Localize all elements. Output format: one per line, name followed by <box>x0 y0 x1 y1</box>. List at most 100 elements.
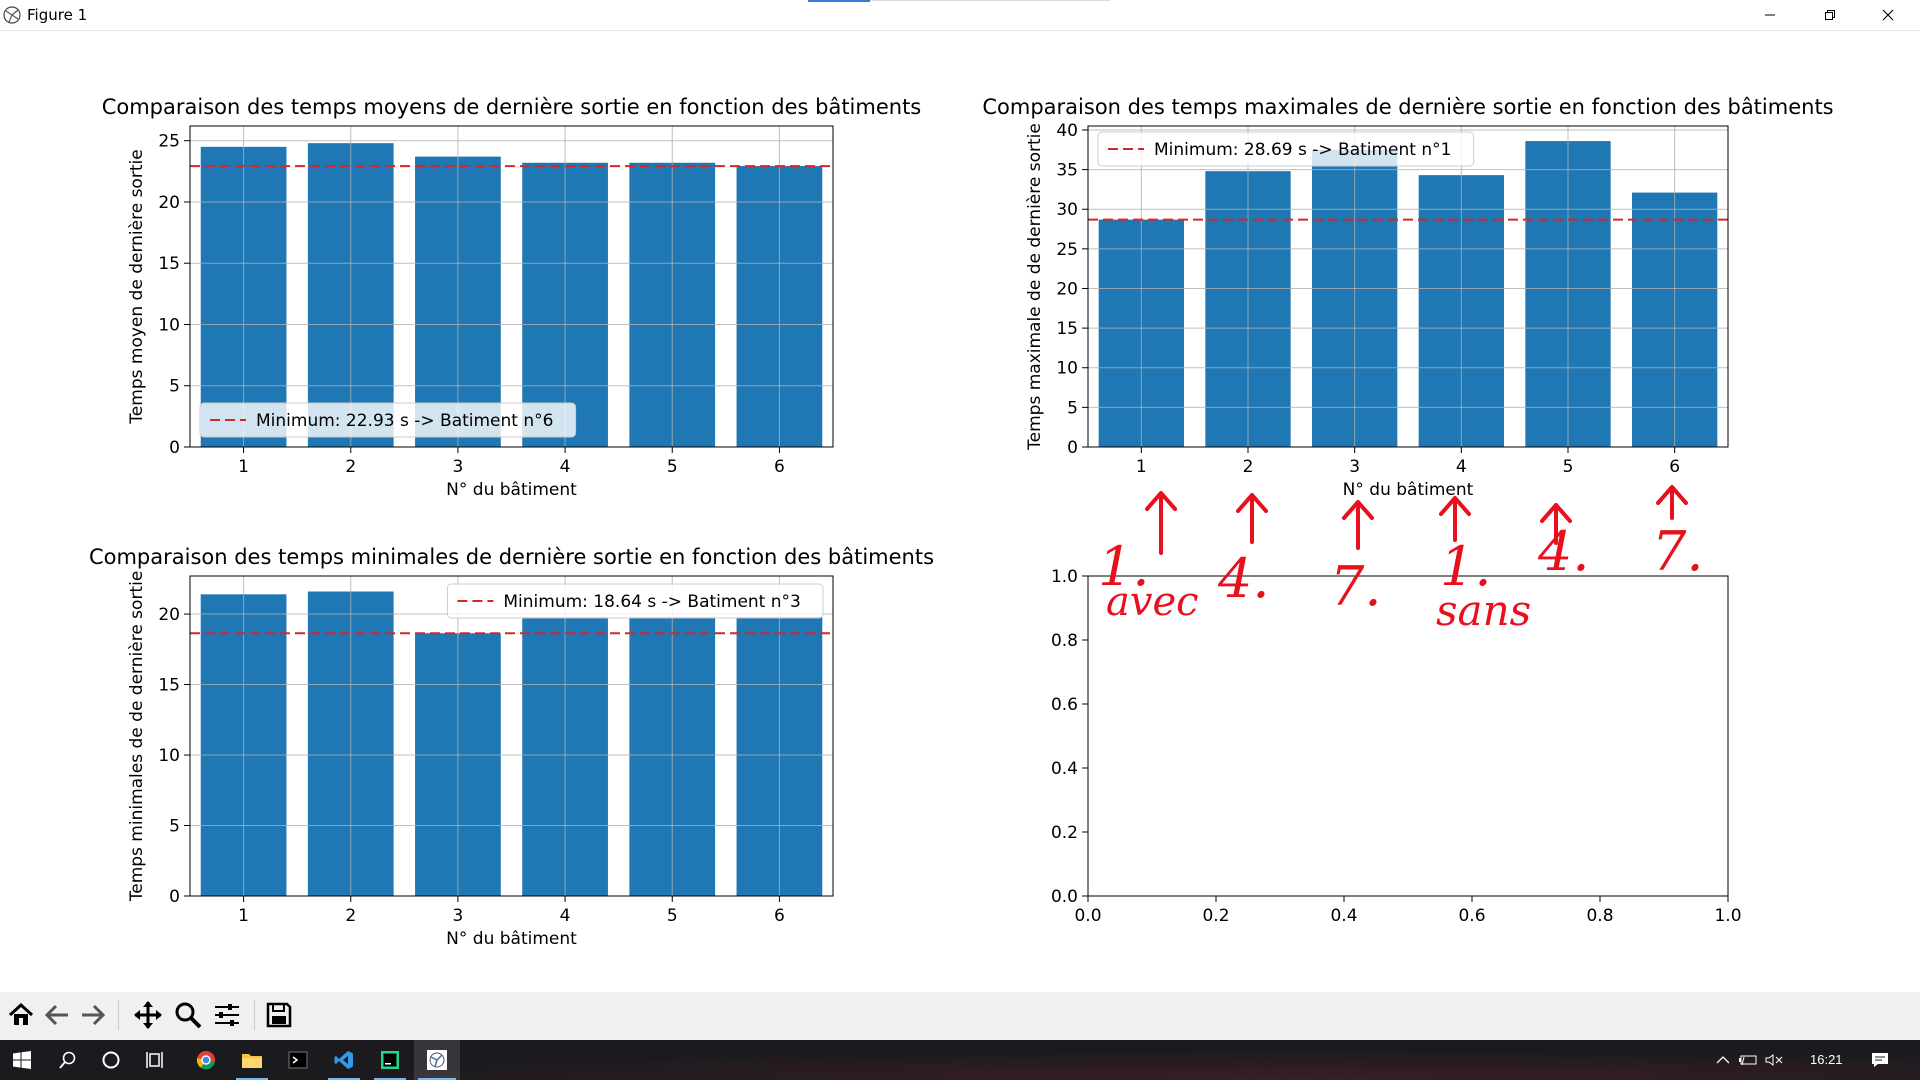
forward-icon <box>82 1004 106 1026</box>
x-tick-label: 2 <box>345 457 356 477</box>
y-tick-label: 0 <box>169 887 180 907</box>
cortana-button[interactable] <box>91 1040 131 1080</box>
running-indicator <box>236 1078 268 1080</box>
explorer-icon <box>242 1054 262 1068</box>
annotation-sans: sans <box>1436 586 1531 635</box>
search-button[interactable] <box>48 1040 88 1080</box>
y-tick-label: 5 <box>169 817 180 837</box>
x-tick-label: 6 <box>774 906 785 926</box>
y-axis-label: Temps minimales de de dernière sortie <box>127 571 147 903</box>
start-button[interactable] <box>0 1040 44 1080</box>
zoom-button[interactable] <box>171 998 205 1032</box>
pycharm-icon <box>381 1051 399 1069</box>
x-tick-label: 0.8 <box>1586 906 1613 926</box>
x-axis-label: N° du bâtiment <box>1343 480 1474 500</box>
annotation-text: 1. 4. 7. 1. 4. 7. avec sans <box>1098 520 1704 635</box>
axes-frame <box>1087 575 1729 897</box>
y-tick-label: 1.0 <box>1051 567 1078 587</box>
y-tick-label: 0.6 <box>1051 695 1078 715</box>
restore-button[interactable] <box>1806 0 1854 30</box>
taskbar-vscode[interactable] <box>324 1040 364 1080</box>
x-tick-label: 4 <box>560 906 571 926</box>
x-axis-label: N° du bâtiment <box>446 480 577 500</box>
taskbar-terminal[interactable] <box>278 1040 318 1080</box>
taskbar-figure-window[interactable] <box>414 1040 460 1080</box>
running-indicator <box>374 1078 406 1080</box>
y-tick-label: 10 <box>158 315 180 335</box>
save-icon <box>266 1002 292 1028</box>
chart-title: Comparaison des temps moyens de dernière… <box>102 95 922 119</box>
running-indicator <box>328 1078 360 1080</box>
arrow-up-icon <box>1656 485 1688 520</box>
annotation-number: 4. <box>1537 520 1590 583</box>
y-tick-label: 20 <box>1056 279 1078 299</box>
chart-title: Comparaison des temps maximales de derni… <box>982 95 1833 119</box>
y-tick-label: 0 <box>1067 438 1078 458</box>
axes-frame <box>189 125 834 448</box>
action-center-button[interactable] <box>1860 1040 1900 1080</box>
x-tick-label: 4 <box>1456 457 1467 477</box>
y-tick-label: 15 <box>158 254 180 274</box>
taskbar-clock[interactable]: 16:21 <box>1810 1052 1843 1067</box>
configure-subplots-button[interactable] <box>210 998 244 1032</box>
annotation-number: 7. <box>1652 520 1704 583</box>
legend-label: Minimum: 18.64 s -> Batiment n°3 <box>503 592 800 612</box>
x-tick-label: 3 <box>453 906 464 926</box>
restore-icon <box>1825 10 1835 20</box>
taskview-button[interactable] <box>136 1040 176 1080</box>
window-titlebar[interactable]: Figure 1 <box>0 0 1920 31</box>
search-icon <box>59 1051 76 1069</box>
home-icon <box>8 1002 34 1025</box>
start-icon <box>13 1051 31 1069</box>
pan-button[interactable] <box>131 998 165 1032</box>
y-tick-label: 0.0 <box>1051 887 1078 907</box>
legend-label: Minimum: 28.69 s -> Batiment n°1 <box>1154 140 1451 160</box>
legend: Minimum: 18.64 s -> Batiment n°3 <box>446 583 824 619</box>
tray-overflow-button[interactable] <box>1712 1040 1734 1080</box>
x-tick-label: 0.0 <box>1074 906 1101 926</box>
y-tick-label: 20 <box>158 193 180 213</box>
tray-volume[interactable] <box>1762 1040 1786 1080</box>
y-tick-label: 0.2 <box>1051 823 1078 843</box>
save-button[interactable] <box>262 998 296 1032</box>
notification-icon <box>1872 1053 1888 1067</box>
taskbar-pycharm[interactable] <box>370 1040 410 1080</box>
chevron-up-icon <box>1716 1056 1730 1064</box>
annotation-number: 1. <box>1440 535 1492 598</box>
back-icon <box>44 1004 68 1026</box>
y-tick-label: 5 <box>169 377 180 397</box>
minimize-button[interactable] <box>1746 0 1794 30</box>
x-tick-label: 3 <box>1349 457 1360 477</box>
x-tick-label: 1 <box>238 906 249 926</box>
y-tick-label: 35 <box>1056 161 1078 181</box>
tray-battery[interactable] <box>1736 1040 1760 1080</box>
annotation-number: 4. <box>1217 547 1270 610</box>
terminal-icon <box>288 1051 308 1069</box>
minimize-icon <box>1765 14 1775 16</box>
taskbar-explorer[interactable] <box>232 1040 272 1080</box>
y-tick-label: 15 <box>158 676 180 696</box>
y-tick-label: 20 <box>158 605 180 625</box>
toolbar-separator <box>254 1000 255 1030</box>
x-tick-label: 3 <box>453 457 464 477</box>
y-tick-label: 30 <box>1056 200 1078 220</box>
battery-icon <box>1739 1055 1757 1066</box>
back-button[interactable] <box>40 998 74 1032</box>
x-tick-label: 1.0 <box>1714 906 1741 926</box>
configure-icon <box>215 1004 239 1026</box>
home-button[interactable] <box>4 998 38 1032</box>
y-axis-label: Temps maximale de de dernière sortie <box>1025 123 1045 451</box>
figure-canvas[interactable]: 0 5 10 15 20 25 1 2 3 4 5 6 Comparaison des temps mo… <box>0 31 1920 992</box>
annotation-number: 1. <box>1098 535 1150 598</box>
y-tick-label: 5 <box>1067 398 1078 418</box>
y-tick-label: 40 <box>1056 121 1078 141</box>
empty-axes: 0.0 0.2 0.4 0.6 0.8 1.0 0.0 0.2 0.4 0.6 0.8 1.0 <box>1051 567 1742 926</box>
taskbar-chrome[interactable] <box>186 1040 226 1080</box>
navigation-toolbar <box>0 992 1920 1040</box>
toolbar-separator <box>118 1000 119 1030</box>
x-axis-label: N° du bâtiment <box>446 929 577 949</box>
volume-muted-icon <box>1765 1054 1783 1066</box>
close-button[interactable] <box>1864 0 1912 30</box>
vscode-icon <box>334 1051 353 1069</box>
forward-button[interactable] <box>76 998 110 1032</box>
